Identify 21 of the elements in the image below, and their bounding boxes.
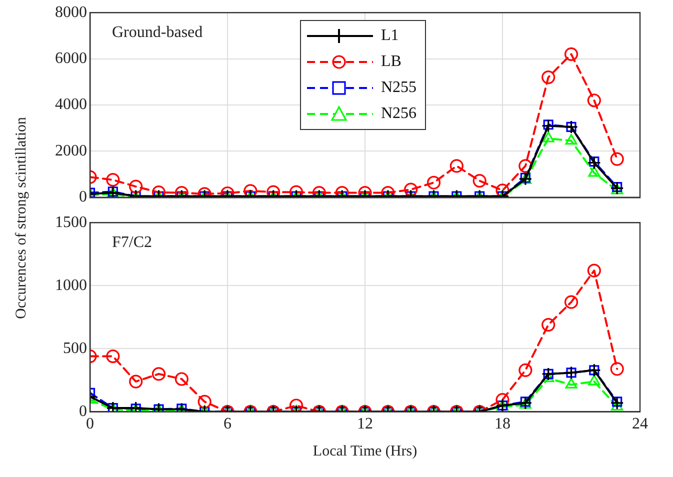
annotation: F7/C2: [112, 234, 152, 251]
x-tick-label: 12: [357, 416, 373, 433]
y-tick-label: 4000: [55, 96, 87, 114]
x-tick-label: 6: [224, 416, 232, 433]
legend-label: LB: [381, 53, 402, 71]
y-tick-label: 8000: [55, 4, 87, 21]
y-tick-label: 500: [63, 340, 87, 357]
y-axis-title: Occurences of strong scintillation: [14, 116, 30, 320]
y-tick-label: 2000: [55, 142, 87, 160]
legend-label: N256: [381, 105, 417, 123]
legend-label: L1: [381, 27, 399, 45]
y-tick-label: 1500: [55, 214, 87, 231]
x-tick-label: 24: [632, 416, 648, 433]
y-tick-label: 1000: [55, 276, 87, 294]
y-tick-label: 6000: [55, 50, 87, 68]
x-tick-label: 18: [494, 416, 510, 433]
y-tick-label: 0: [79, 403, 87, 420]
annotation: Ground-based: [112, 24, 203, 41]
y-tick-label: 0: [79, 188, 87, 206]
legend-label: N255: [381, 79, 417, 97]
x-axis-title: Local Time (Hrs): [312, 444, 418, 460]
